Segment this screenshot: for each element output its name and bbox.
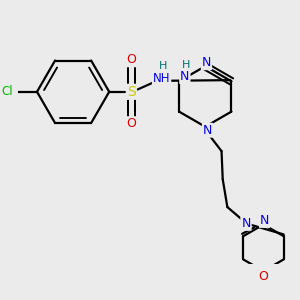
Text: N: N (241, 217, 251, 230)
Text: O: O (126, 117, 136, 130)
Text: N: N (180, 70, 190, 83)
Text: NH: NH (153, 73, 170, 85)
Text: N: N (260, 214, 269, 227)
Text: H: H (182, 60, 190, 70)
Text: N: N (202, 56, 211, 69)
Text: N: N (203, 124, 212, 137)
Text: Cl: Cl (1, 85, 13, 98)
Text: O: O (259, 270, 269, 283)
Text: S: S (127, 85, 136, 99)
Text: H: H (159, 61, 167, 71)
Text: O: O (126, 53, 136, 66)
